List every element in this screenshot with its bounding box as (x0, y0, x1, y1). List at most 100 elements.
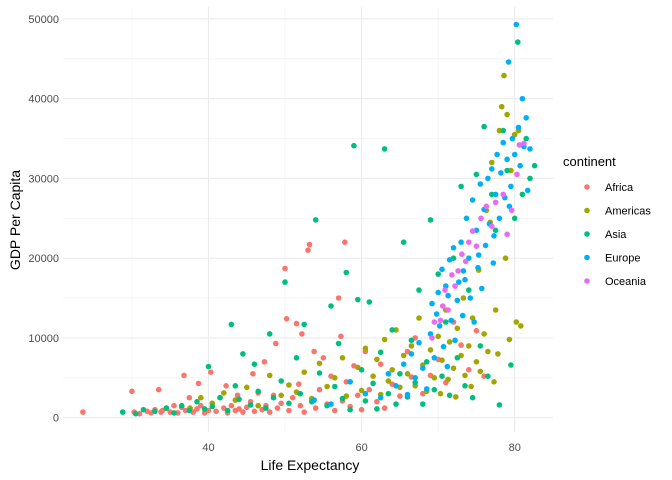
point-europe (527, 146, 533, 152)
point-americas (454, 325, 461, 332)
point-africa (473, 327, 480, 334)
point-asia (458, 183, 464, 190)
point-oceania (452, 283, 458, 289)
point-europe (454, 297, 461, 304)
point-oceania (466, 239, 472, 245)
point-europe (435, 289, 442, 296)
x-axis-title: Life Expectancy (261, 457, 360, 473)
point-asia (519, 191, 526, 198)
legend: continent Africa Americas Asia Europe Oceani… (563, 154, 651, 288)
point-africa (250, 371, 256, 377)
point-asia (389, 327, 396, 333)
point-oceania (500, 191, 507, 198)
point-asia (224, 407, 231, 414)
point-africa (374, 398, 380, 405)
point-europe (412, 375, 419, 381)
point-oceania (442, 287, 448, 293)
point-oceania (455, 268, 461, 274)
point-oceania (483, 203, 490, 210)
point-africa (458, 342, 464, 348)
point-africa (80, 409, 86, 415)
point-africa (311, 348, 317, 355)
point-africa (312, 405, 319, 411)
point-asia (408, 337, 415, 344)
point-europe (471, 319, 477, 325)
point-europe (450, 245, 457, 251)
point-europe (420, 365, 426, 372)
point-asia (412, 379, 419, 386)
point-oceania (462, 258, 469, 265)
point-africa (155, 386, 162, 393)
point-africa (261, 359, 268, 365)
point-americas (381, 336, 388, 343)
point-americas (244, 384, 250, 391)
y-tick-label: 30000 (28, 173, 59, 185)
y-tick-label: 0 (53, 413, 59, 425)
point-europe (500, 139, 507, 146)
point-europe (524, 187, 531, 194)
point-americas (504, 111, 510, 118)
point-europe (458, 239, 464, 245)
point-europe (475, 252, 482, 258)
point-europe (511, 151, 518, 158)
point-americas (358, 387, 365, 394)
point-europe (460, 268, 467, 274)
point-americas (198, 394, 204, 401)
point-europe (452, 337, 458, 344)
point-europe (444, 363, 451, 370)
point-europe (482, 242, 489, 249)
point-europe (492, 191, 499, 198)
point-africa (240, 409, 246, 415)
legend-label-europe: Europe (605, 253, 640, 265)
point-oceania (439, 303, 446, 309)
point-americas (370, 373, 376, 380)
point-europe (508, 183, 514, 190)
point-europe (347, 379, 353, 385)
point-asia (240, 351, 246, 357)
x-axis-ticks: 40 60 80 (202, 442, 521, 454)
point-europe (408, 351, 415, 357)
point-europe (400, 361, 407, 368)
point-asia (351, 142, 357, 149)
legend-label-americas: Americas (605, 206, 651, 218)
point-europe (404, 391, 411, 398)
point-asia (286, 400, 292, 407)
point-africa (251, 408, 258, 415)
point-asia (228, 321, 235, 328)
point-asia (339, 395, 346, 402)
point-europe (393, 383, 399, 389)
point-africa (278, 400, 285, 407)
y-tick-label: 20000 (28, 253, 59, 265)
legend-key-africa (584, 184, 590, 190)
point-europe (436, 323, 443, 329)
point-americas (278, 392, 285, 399)
point-asia (247, 402, 254, 408)
point-europe (440, 343, 447, 350)
point-americas (324, 383, 330, 390)
point-europe (445, 292, 451, 299)
point-europe (463, 215, 470, 222)
point-americas (400, 352, 407, 359)
point-africa (273, 340, 279, 347)
point-africa (213, 408, 219, 415)
point-americas (301, 369, 308, 376)
point-americas (460, 295, 467, 301)
point-asia (362, 398, 369, 404)
point-asia (266, 331, 273, 337)
point-africa (355, 392, 361, 399)
point-europe (462, 276, 468, 283)
point-europe (431, 355, 438, 361)
point-asia (132, 410, 139, 417)
point-americas (495, 351, 501, 357)
point-americas (491, 379, 497, 385)
point-africa (236, 406, 242, 412)
point-asia (435, 271, 442, 277)
point-asia (469, 394, 476, 401)
point-europe (523, 115, 529, 121)
point-asia (163, 405, 170, 411)
point-americas (462, 372, 468, 379)
point-asia (523, 135, 529, 142)
point-europe (362, 390, 369, 397)
point-asia (152, 408, 158, 415)
point-americas (339, 355, 346, 361)
